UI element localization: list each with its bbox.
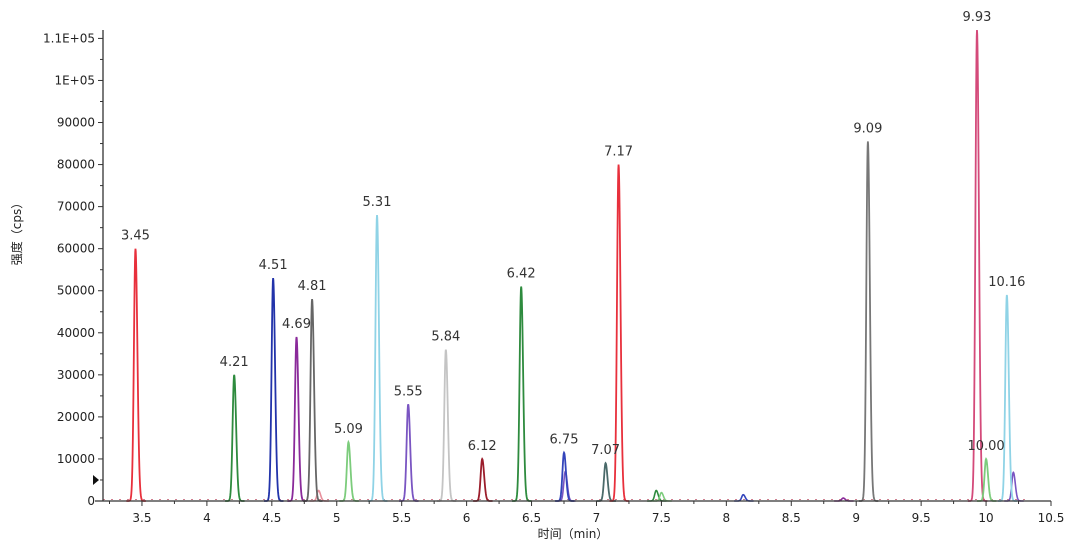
y-tick-label: 40000	[57, 326, 95, 340]
y-tick-label: 60000	[57, 242, 95, 256]
y-tick-label: 50000	[57, 284, 95, 298]
y-tick-label: 20000	[57, 410, 95, 424]
peak-trace	[997, 294, 1018, 502]
axis-origin-marker	[93, 475, 99, 485]
peak-label: 9.09	[853, 121, 882, 136]
peak-label: 5.55	[394, 384, 423, 399]
x-axis-label: 时间（min）	[538, 527, 609, 541]
x-tick-label: 9	[852, 511, 860, 525]
y-tick-label: 30000	[57, 368, 95, 382]
x-axis-ticks: 3.5 4 4.5 5 5.5 6 6.5 7 7.5 8 8.5 9 9.5 10 10.5	[108, 501, 1065, 525]
x-tick-label: 4	[203, 511, 211, 525]
peak-trace	[967, 29, 988, 502]
peak-label: 9.93	[963, 10, 992, 25]
chromatogram-traces	[103, 29, 1026, 502]
peak-label: 6.42	[507, 267, 536, 282]
peak-trace	[399, 404, 419, 502]
x-tick-label: 7.5	[652, 511, 671, 525]
peak-label: 5.31	[363, 195, 392, 210]
chart-axes	[95, 30, 1051, 502]
x-tick-label: 9.5	[912, 511, 931, 525]
peak-trace	[858, 141, 879, 502]
peak-trace	[512, 286, 532, 502]
peak-trace	[976, 457, 997, 502]
peak-trace	[367, 214, 388, 502]
peak-label: 3.45	[121, 229, 150, 244]
y-axis-label: 强度（cps）	[9, 197, 24, 265]
peak-trace	[225, 374, 245, 502]
peak-trace	[126, 248, 146, 502]
y-tick-label: 70000	[57, 200, 95, 214]
peak-trace	[339, 439, 359, 502]
peak-trace	[287, 336, 307, 502]
peak-label: 4.21	[220, 355, 249, 370]
peak-label: 5.09	[334, 422, 363, 437]
x-tick-label: 8.5	[782, 511, 801, 525]
peak-label: 7.17	[604, 145, 633, 160]
minor-peak-trace	[1004, 471, 1024, 502]
peak-label: 10.00	[967, 439, 1004, 454]
peak-label: 4.69	[282, 317, 311, 332]
y-tick-label: 80000	[57, 158, 95, 172]
x-tick-label: 6	[463, 511, 471, 525]
y-tick-label: 90000	[57, 116, 95, 130]
y-tick-label: 1E+05	[54, 73, 95, 87]
y-tick-label: 1.1E+05	[43, 31, 95, 45]
x-tick-label: 5.5	[392, 511, 411, 525]
peak-label: 5.84	[431, 330, 460, 345]
y-tick-label: 10000	[57, 452, 95, 466]
peak-label: 10.16	[988, 275, 1025, 290]
peak-trace	[473, 457, 493, 502]
x-tick-label: 7	[593, 511, 601, 525]
x-tick-label: 4.5	[262, 511, 281, 525]
peak-label: 7.07	[591, 443, 620, 458]
y-axis-ticks: 0 10000 20000 30000 40000 50000 60000 70000 8000…	[43, 31, 103, 508]
minor-peak-trace	[734, 493, 754, 502]
x-tick-label: 6.5	[522, 511, 541, 525]
peak-trace	[596, 461, 616, 502]
peak-label: 6.12	[468, 439, 497, 454]
x-tick-label: 5	[333, 511, 341, 525]
peak-trace	[436, 349, 457, 502]
peak-label: 6.75	[550, 433, 579, 448]
x-tick-label: 3.5	[132, 511, 151, 525]
peak-labels: 3.45 4.21 4.51 4.69 4.81 5.09 5.31 5.55 5.84 6.12…	[121, 10, 1025, 458]
peak-trace	[264, 278, 284, 502]
x-tick-label: 8	[723, 511, 731, 525]
y-tick-label: 0	[87, 494, 95, 508]
peak-label: 4.81	[298, 279, 327, 294]
x-tick-label: 10	[978, 511, 993, 525]
peak-label: 4.51	[259, 258, 288, 273]
x-tick-label: 10.5	[1038, 511, 1065, 525]
